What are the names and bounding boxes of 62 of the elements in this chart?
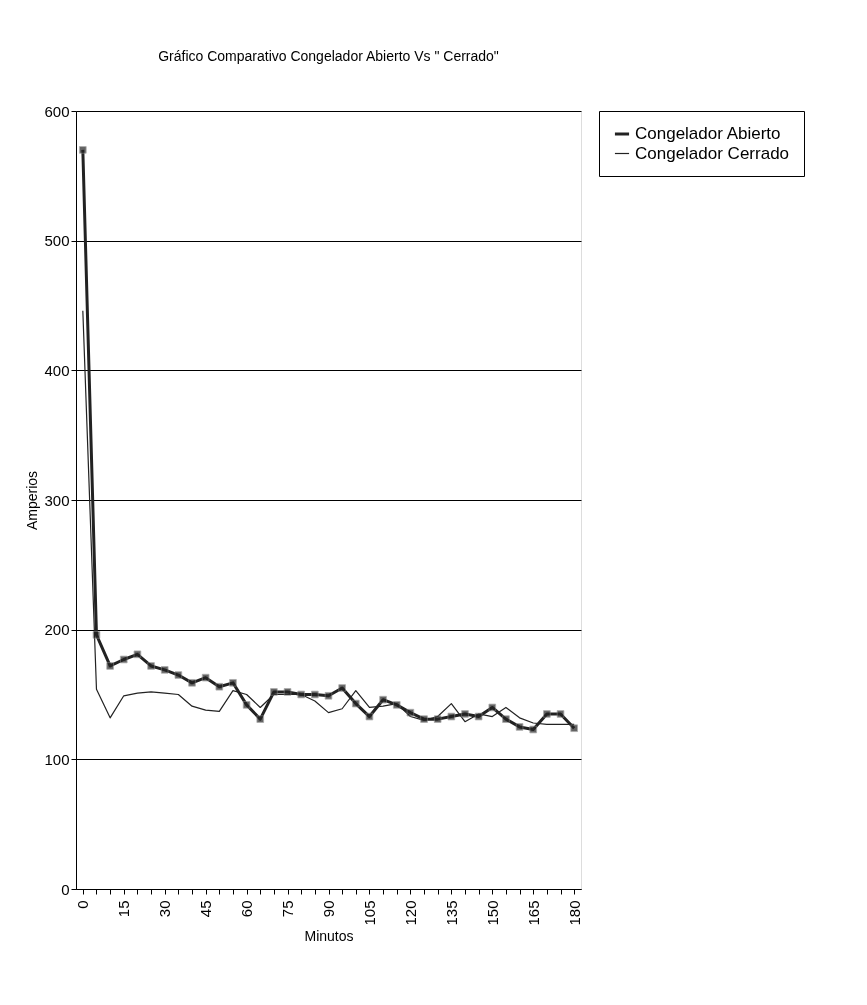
x-tick-label: 75: [279, 900, 297, 918]
point: [79, 146, 87, 154]
point: [120, 655, 128, 664]
point: [311, 690, 319, 699]
y-tick-label: 200: [44, 621, 70, 639]
point: [297, 690, 305, 699]
point: [92, 631, 101, 639]
point: [420, 715, 428, 723]
point: [433, 715, 442, 723]
point: [474, 712, 483, 721]
point: [256, 715, 265, 723]
point: [488, 703, 497, 712]
x-tick-label: 45: [197, 900, 215, 918]
x-tick-label: 150: [483, 900, 501, 926]
y-tick-label: 600: [44, 102, 70, 120]
point: [283, 688, 292, 696]
point: [338, 684, 346, 692]
point: [556, 710, 565, 718]
point: [543, 710, 551, 718]
point: [502, 715, 510, 723]
y-tick-label: 500: [44, 232, 70, 250]
point: [270, 688, 278, 696]
point: [352, 699, 360, 708]
x-tick-label: 135: [442, 900, 460, 926]
x-tick-label: 90: [320, 900, 337, 918]
y-tick-label: 100: [44, 750, 70, 768]
point: [365, 712, 374, 721]
legend-label: Congelador Abierto: [635, 124, 781, 143]
x-tick-label: 180: [565, 900, 583, 926]
point: [406, 708, 415, 717]
x-tick-label: 0: [74, 900, 92, 909]
x-tick-label: 165: [524, 900, 542, 926]
point: [174, 671, 183, 679]
legend-label: Congelador Cerrado: [635, 143, 790, 163]
x-tick-label: 105: [360, 900, 378, 926]
point: [324, 692, 333, 700]
x-tick-label: 15: [115, 900, 133, 918]
point: [106, 662, 114, 670]
point: [529, 725, 537, 734]
point: [515, 723, 524, 731]
point: [229, 679, 237, 687]
x-tick-label: 30: [156, 900, 174, 918]
x-axis-title: Minutos: [304, 927, 354, 944]
point: [242, 701, 251, 709]
chart-title: Gráfico Comparativo Congelador Abierto Vs " Cerrado": [158, 48, 499, 64]
x-tick-label: 120: [401, 900, 419, 926]
y-tick-label: 300: [44, 491, 70, 509]
point: [188, 679, 196, 687]
y-axis-title: Amperios: [24, 470, 41, 531]
point: [215, 682, 224, 691]
point: [447, 712, 456, 721]
y-tick-label: 0: [61, 880, 70, 898]
point: [133, 650, 142, 659]
point: [392, 701, 401, 709]
y-tick-label: 400: [44, 361, 70, 379]
point: [201, 673, 210, 682]
point: [379, 695, 387, 704]
point: [461, 710, 469, 718]
x-tick-label: 60: [238, 900, 256, 918]
point: [147, 662, 155, 670]
point: [160, 666, 169, 674]
point: [570, 724, 578, 732]
